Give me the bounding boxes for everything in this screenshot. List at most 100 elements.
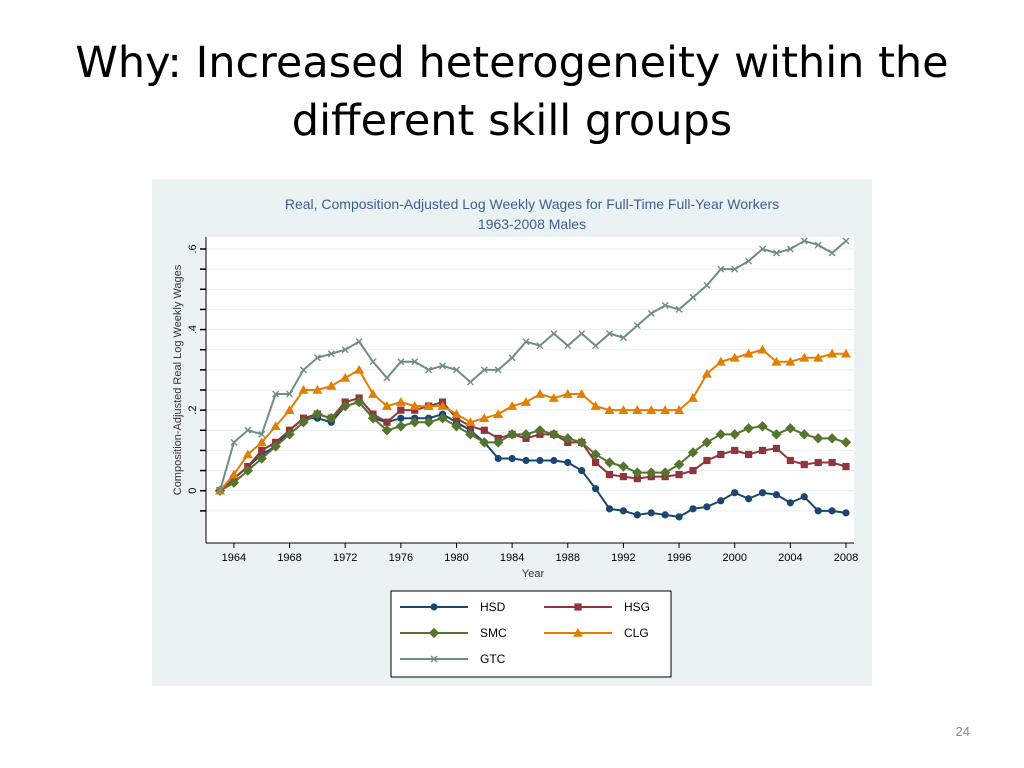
point-clg bbox=[493, 409, 504, 418]
point-gtc bbox=[355, 338, 363, 346]
point-hsd bbox=[675, 513, 683, 521]
series-gtc bbox=[216, 237, 850, 495]
point-hsd bbox=[661, 511, 669, 519]
point-clg bbox=[242, 449, 253, 459]
point-clg bbox=[228, 469, 239, 479]
point-smc bbox=[409, 417, 420, 428]
point-hsd bbox=[508, 454, 516, 463]
point-clg bbox=[841, 348, 851, 358]
x-marker-stroke bbox=[717, 265, 725, 273]
x-marker-stroke bbox=[313, 354, 321, 362]
point-clg bbox=[827, 348, 838, 358]
point-hsg bbox=[605, 471, 614, 479]
legend-label: CLG bbox=[624, 626, 649, 640]
point-gtc bbox=[286, 390, 294, 398]
point-clg bbox=[632, 405, 643, 414]
x-marker-stroke bbox=[216, 487, 224, 495]
point-hsd bbox=[689, 505, 697, 513]
point-smc bbox=[618, 461, 629, 472]
series-clg bbox=[215, 344, 851, 495]
point-hsd bbox=[758, 489, 767, 497]
point-hsd bbox=[703, 503, 711, 511]
legend-item-smc: SMC bbox=[400, 626, 507, 640]
point-smc bbox=[493, 437, 504, 448]
x-axis-label: Year bbox=[522, 568, 545, 580]
point-hsg bbox=[745, 450, 753, 459]
point-smc bbox=[312, 408, 323, 420]
point-hsd bbox=[619, 507, 628, 515]
x-marker-stroke bbox=[258, 430, 266, 438]
legend-item-hsg: HSG bbox=[544, 600, 650, 614]
point-clg bbox=[576, 389, 587, 398]
point-smc bbox=[604, 457, 615, 468]
point-gtc bbox=[661, 301, 669, 309]
point-clg bbox=[368, 389, 379, 398]
point-hsd bbox=[564, 458, 572, 467]
point-clg bbox=[743, 348, 754, 358]
point-gtc bbox=[383, 374, 391, 382]
x-marker-stroke bbox=[286, 390, 294, 398]
point-gtc bbox=[397, 358, 405, 366]
point-smc bbox=[771, 429, 782, 440]
point-gtc bbox=[814, 241, 822, 249]
x-marker-stroke bbox=[814, 241, 822, 249]
point-clg bbox=[284, 405, 295, 414]
point-hsd bbox=[786, 499, 794, 507]
axes: 0 .2 .4 .6 1964 1968 1972 1976 1980 1984 1988 1992 1… bbox=[187, 237, 858, 564]
x-marker-stroke bbox=[430, 655, 438, 663]
point-smc bbox=[729, 429, 740, 440]
chart-subtitle: 1963-2008 Males bbox=[478, 216, 586, 232]
slide-title: Why: Increased heterogeneity within the … bbox=[75, 38, 949, 146]
series-line-smc bbox=[219, 400, 847, 492]
x-marker-stroke bbox=[619, 334, 627, 342]
x-tick-label: 1976 bbox=[389, 552, 413, 564]
point-clg bbox=[395, 397, 406, 406]
x-tick-label: 1964 bbox=[222, 552, 246, 564]
point-gtc bbox=[299, 366, 307, 374]
x-marker-stroke bbox=[522, 338, 530, 346]
point-hsg bbox=[717, 450, 725, 459]
point-clg bbox=[799, 352, 810, 362]
point-hsg bbox=[828, 458, 836, 467]
point-smc bbox=[673, 459, 685, 470]
legend-marker bbox=[574, 603, 582, 611]
x-tick-label: 1988 bbox=[556, 552, 580, 564]
point-gtc bbox=[327, 350, 335, 358]
point-smc bbox=[256, 453, 267, 464]
point-gtc bbox=[258, 430, 266, 438]
point-hsg bbox=[258, 446, 266, 455]
point-gtc bbox=[647, 309, 655, 317]
y-tick-label: .4 bbox=[187, 325, 199, 334]
point-clg bbox=[423, 401, 434, 410]
legend-marker bbox=[430, 603, 438, 611]
point-hsg bbox=[480, 426, 488, 434]
point-clg bbox=[507, 401, 518, 410]
point-hsg bbox=[703, 456, 711, 465]
point-smc bbox=[840, 437, 852, 448]
point-hsg bbox=[758, 446, 767, 455]
point-smc bbox=[548, 429, 560, 440]
x-tick-label: 2004 bbox=[778, 552, 802, 564]
point-smc bbox=[799, 429, 810, 440]
point-gtc bbox=[494, 366, 502, 374]
x-marker-stroke bbox=[647, 309, 655, 317]
legend-label: GTC bbox=[480, 652, 506, 666]
y-tick-label: .2 bbox=[187, 406, 199, 415]
point-hsd bbox=[772, 491, 781, 499]
point-hsg bbox=[689, 466, 697, 475]
point-clg bbox=[298, 385, 309, 394]
point-clg bbox=[660, 405, 671, 414]
point-hsg bbox=[619, 473, 628, 481]
point-smc bbox=[659, 467, 671, 478]
point-smc bbox=[826, 433, 838, 444]
y-tick-label: .6 bbox=[187, 244, 199, 253]
point-gtc bbox=[313, 354, 321, 362]
point-gtc bbox=[759, 245, 767, 253]
x-marker-stroke bbox=[480, 366, 488, 374]
point-clg bbox=[270, 421, 281, 431]
point-gtc bbox=[842, 237, 850, 245]
x-marker-stroke bbox=[272, 390, 280, 398]
point-gtc bbox=[536, 342, 544, 350]
point-clg bbox=[729, 352, 740, 362]
x-marker-stroke bbox=[494, 366, 502, 374]
